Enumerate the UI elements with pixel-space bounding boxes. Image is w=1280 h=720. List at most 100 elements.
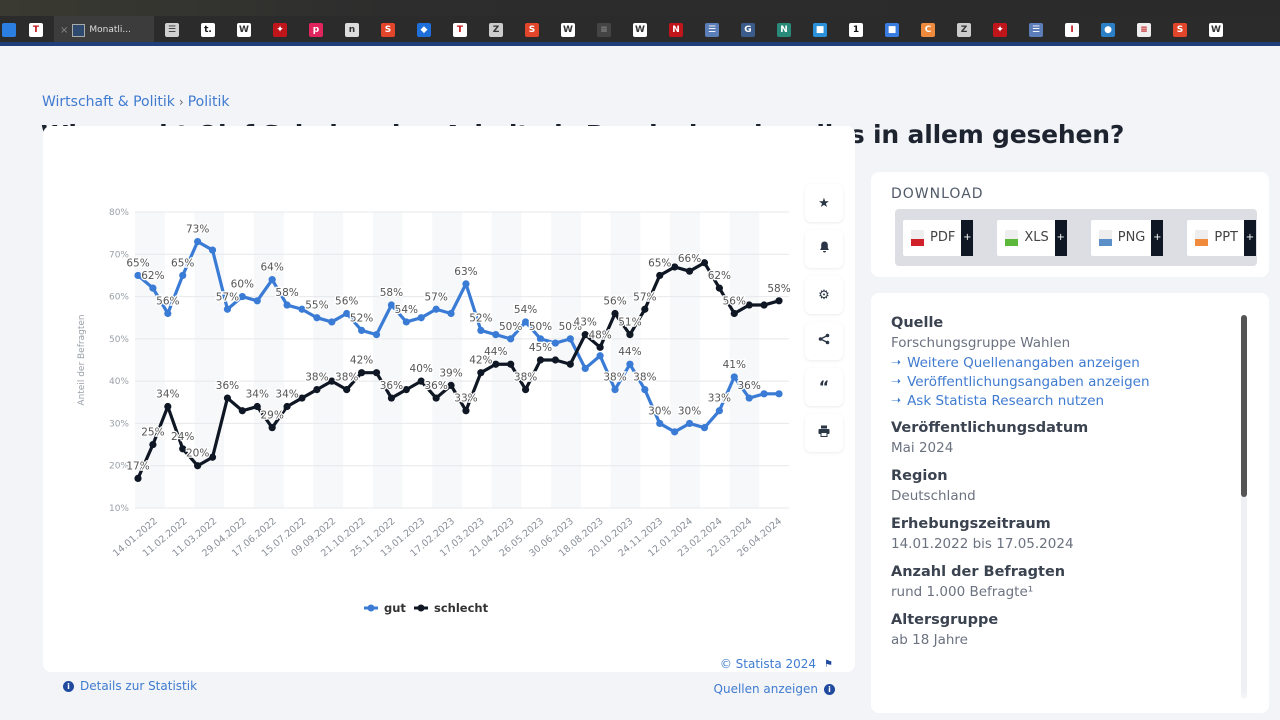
data-point[interactable] xyxy=(268,276,276,284)
pinned-tab[interactable]: S xyxy=(514,16,550,44)
pinned-tab[interactable]: ✦ xyxy=(262,16,298,44)
data-point[interactable] xyxy=(298,394,306,402)
data-point[interactable] xyxy=(566,360,574,368)
download-ppt-button[interactable]: PPT + xyxy=(1187,219,1256,256)
data-point[interactable] xyxy=(298,305,306,313)
download-xls-button[interactable]: XLS + xyxy=(997,219,1067,256)
data-point[interactable] xyxy=(432,394,440,402)
data-point[interactable] xyxy=(149,440,157,449)
legend-label-schlecht[interactable]: schlecht xyxy=(434,601,489,615)
data-point[interactable] xyxy=(253,297,261,305)
pinned-tab[interactable]: W xyxy=(1198,16,1234,44)
data-point[interactable] xyxy=(715,284,723,292)
pinned-tab[interactable]: C xyxy=(910,16,946,44)
pinned-tab[interactable]: W xyxy=(226,16,262,44)
data-point[interactable] xyxy=(179,271,187,280)
download-options-button[interactable]: + xyxy=(1151,219,1164,256)
data-point[interactable] xyxy=(283,301,291,309)
info-scrollbar-thumb[interactable] xyxy=(1241,315,1247,497)
data-point[interactable] xyxy=(358,369,366,377)
pinned-tab[interactable]: ■ xyxy=(874,16,910,44)
data-point[interactable] xyxy=(611,386,619,394)
download-main[interactable]: PNG xyxy=(1091,220,1152,256)
data-point[interactable] xyxy=(775,390,783,398)
pinned-tab[interactable]: ☰ xyxy=(694,16,730,44)
data-point[interactable] xyxy=(656,419,664,428)
data-point[interactable] xyxy=(194,238,202,246)
data-point[interactable] xyxy=(283,402,291,411)
pinned-tab[interactable]: n xyxy=(334,16,370,44)
data-point[interactable] xyxy=(641,386,649,394)
data-point[interactable] xyxy=(358,326,366,334)
pinned-tab[interactable]: ◆ xyxy=(406,16,442,44)
data-point[interactable] xyxy=(521,386,530,394)
data-point[interactable] xyxy=(328,377,336,385)
data-point[interactable] xyxy=(134,271,142,280)
data-point[interactable] xyxy=(417,314,425,322)
data-point[interactable] xyxy=(581,364,589,373)
pinned-tab[interactable]: S xyxy=(1162,16,1198,44)
download-options-button[interactable]: + xyxy=(961,219,974,256)
info-scrollbar[interactable] xyxy=(1241,315,1247,699)
data-point[interactable] xyxy=(402,318,410,326)
data-point[interactable] xyxy=(700,424,709,432)
download-options-button[interactable]: + xyxy=(1244,219,1256,256)
data-point[interactable] xyxy=(387,301,396,309)
pinned-tab[interactable]: Z xyxy=(478,16,514,44)
active-tab[interactable]: × Monatli... xyxy=(54,16,154,44)
pinned-tab[interactable]: G xyxy=(730,16,766,44)
data-point[interactable] xyxy=(671,428,679,436)
data-point[interactable] xyxy=(626,331,634,339)
data-point[interactable] xyxy=(492,331,500,339)
data-point[interactable] xyxy=(238,407,246,415)
data-point[interactable] xyxy=(745,301,753,309)
data-point[interactable] xyxy=(730,373,738,381)
data-point[interactable] xyxy=(596,343,604,351)
data-point[interactable] xyxy=(760,301,768,309)
close-tab-icon[interactable]: × xyxy=(60,24,69,36)
data-point[interactable] xyxy=(313,386,321,394)
cite-button[interactable]: “ xyxy=(805,368,843,406)
pinned-tab[interactable]: ☰ xyxy=(1018,16,1054,44)
data-point[interactable] xyxy=(715,407,723,415)
download-png-button[interactable]: PNG + xyxy=(1090,219,1164,256)
legend-label-gut[interactable]: gut xyxy=(384,601,406,615)
download-main[interactable]: PDF xyxy=(903,220,961,256)
favorite-button[interactable]: ★ xyxy=(805,184,843,222)
share-button[interactable] xyxy=(805,322,843,360)
data-point[interactable] xyxy=(581,331,589,339)
pinned-tab[interactable]: I xyxy=(1054,16,1090,44)
data-point[interactable] xyxy=(566,335,574,343)
data-point[interactable] xyxy=(611,309,619,318)
download-options-button[interactable]: + xyxy=(1054,219,1067,256)
data-point[interactable] xyxy=(313,314,321,322)
pinned-tab[interactable]: t. xyxy=(190,16,226,44)
data-point[interactable] xyxy=(700,259,709,267)
data-point[interactable] xyxy=(507,360,515,368)
download-main[interactable]: XLS xyxy=(997,220,1054,256)
info-link[interactable]: ➝ Ask Statista Research nutzen xyxy=(891,393,1231,409)
data-point[interactable] xyxy=(536,356,545,364)
data-point[interactable] xyxy=(387,394,396,402)
data-point[interactable] xyxy=(164,309,172,318)
pinned-tab[interactable]: N xyxy=(766,16,802,44)
data-point[interactable] xyxy=(432,305,440,313)
data-point[interactable] xyxy=(372,369,381,377)
data-point[interactable] xyxy=(521,318,530,326)
data-point[interactable] xyxy=(462,280,470,288)
pinned-tab[interactable]: S xyxy=(370,16,406,44)
breadcrumb-item-politik[interactable]: Politik xyxy=(187,94,230,110)
pinned-tab[interactable]: ✦ xyxy=(982,16,1018,44)
data-point[interactable] xyxy=(596,352,604,360)
pinned-tab[interactable]: T xyxy=(18,16,54,44)
pinned-tab[interactable]: ≡ xyxy=(586,16,622,44)
print-button[interactable] xyxy=(805,414,843,452)
data-point[interactable] xyxy=(328,318,336,326)
pinned-tab[interactable]: T xyxy=(442,16,478,44)
data-point[interactable] xyxy=(507,335,515,343)
data-point[interactable] xyxy=(223,305,232,313)
data-point[interactable] xyxy=(477,369,485,377)
sources-link[interactable]: Quellen anzeigen i xyxy=(714,682,835,696)
data-point[interactable] xyxy=(775,297,783,305)
data-point[interactable] xyxy=(447,381,455,389)
